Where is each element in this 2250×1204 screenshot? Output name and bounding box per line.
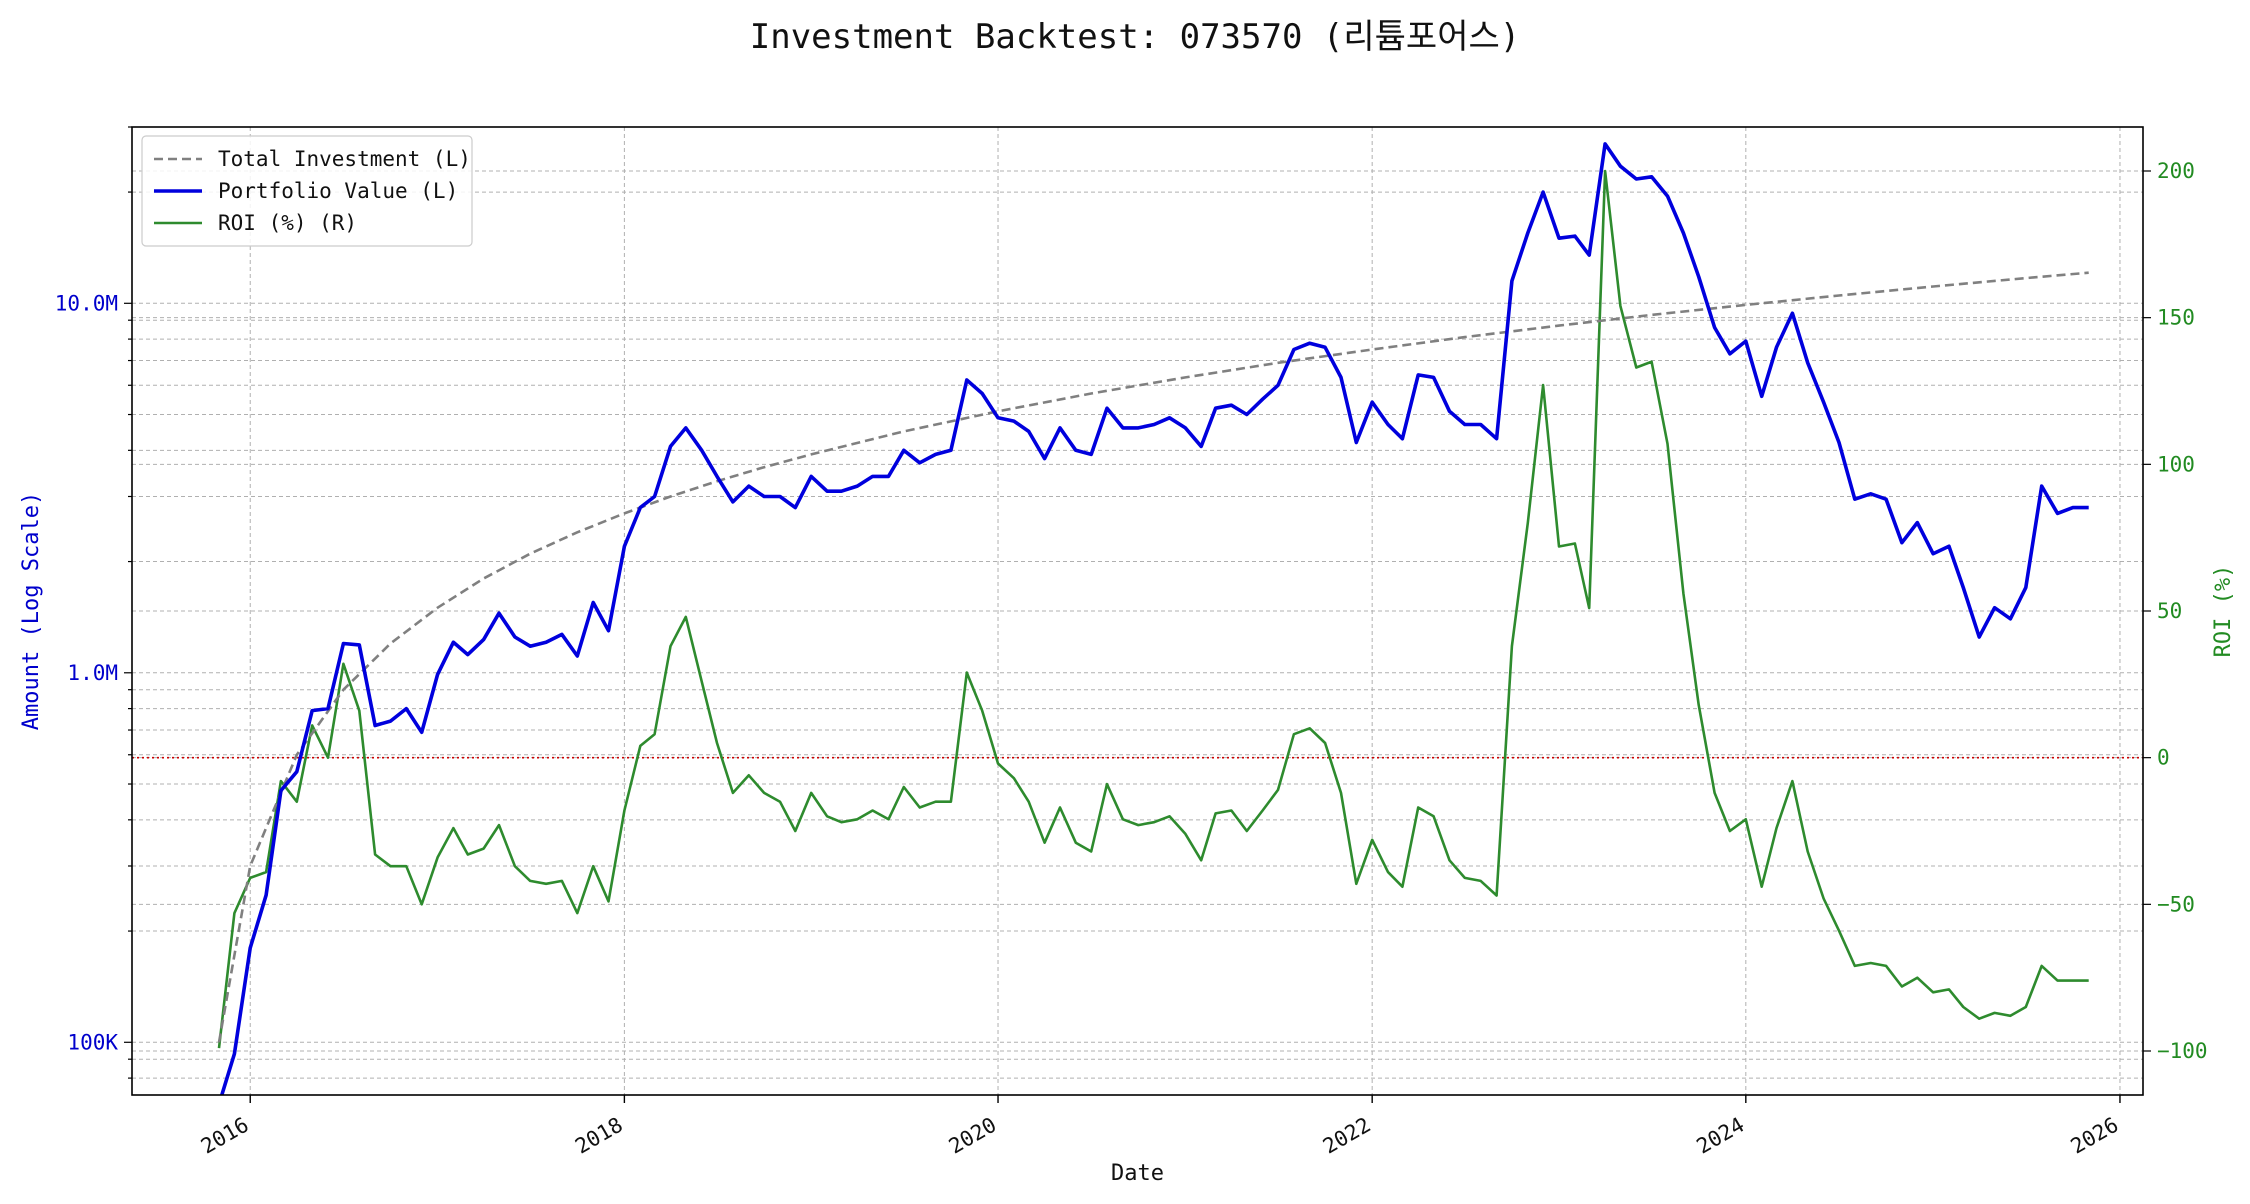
chart-title: Investment Backtest: 073570 (리튬포어스) xyxy=(750,17,1521,57)
right-tick-label: −100 xyxy=(2157,1039,2208,1063)
right-tick-label: 0 xyxy=(2157,746,2170,770)
legend: Total Investment (L) Portfolio Value (L)… xyxy=(141,135,473,247)
x-tick-label: 2024 xyxy=(1693,1113,1749,1159)
x-axis-title: Date xyxy=(1111,1161,1164,1186)
grid xyxy=(132,126,2143,1095)
right-tick-label: 100 xyxy=(2157,452,2195,476)
x-axis: 2016 2018 2020 2022 2024 2026 xyxy=(197,1095,2123,1159)
series-line-portfolio-value xyxy=(219,142,2089,1095)
left-tick-label: 1.0M xyxy=(67,661,118,685)
x-tick-label: 2018 xyxy=(571,1113,627,1159)
left-axis-title: Amount (Log Scale) xyxy=(19,492,44,730)
legend-box xyxy=(141,135,473,247)
series-layer xyxy=(217,142,2089,1095)
x-tick-label: 2026 xyxy=(2067,1113,2123,1159)
left-y-axis: 100K 1.0M 10.0M xyxy=(55,126,132,1079)
right-y-axis: −100 −50 0 50 100 150 200 xyxy=(2143,159,2208,1063)
right-tick-label: 200 xyxy=(2157,159,2195,183)
series-line-roi xyxy=(217,169,2089,1049)
right-tick-label: −50 xyxy=(2157,892,2195,916)
left-tick-label: 10.0M xyxy=(55,291,118,315)
right-axis-title: ROI (%) xyxy=(2211,565,2236,658)
legend-label-portfolio-value: Portfolio Value (L) xyxy=(218,179,458,203)
x-tick-label: 2016 xyxy=(197,1113,253,1159)
left-tick-label: 100K xyxy=(67,1030,118,1054)
legend-label-roi: ROI (%) (R) xyxy=(218,211,357,235)
right-tick-label: 50 xyxy=(2157,599,2182,623)
series-line-total-investment xyxy=(217,271,2089,1043)
right-tick-label: 150 xyxy=(2157,306,2195,330)
x-tick-label: 2022 xyxy=(1319,1113,1375,1159)
x-tick-label: 2020 xyxy=(945,1113,1001,1159)
legend-label-total-investment: Total Investment (L) xyxy=(218,147,471,171)
